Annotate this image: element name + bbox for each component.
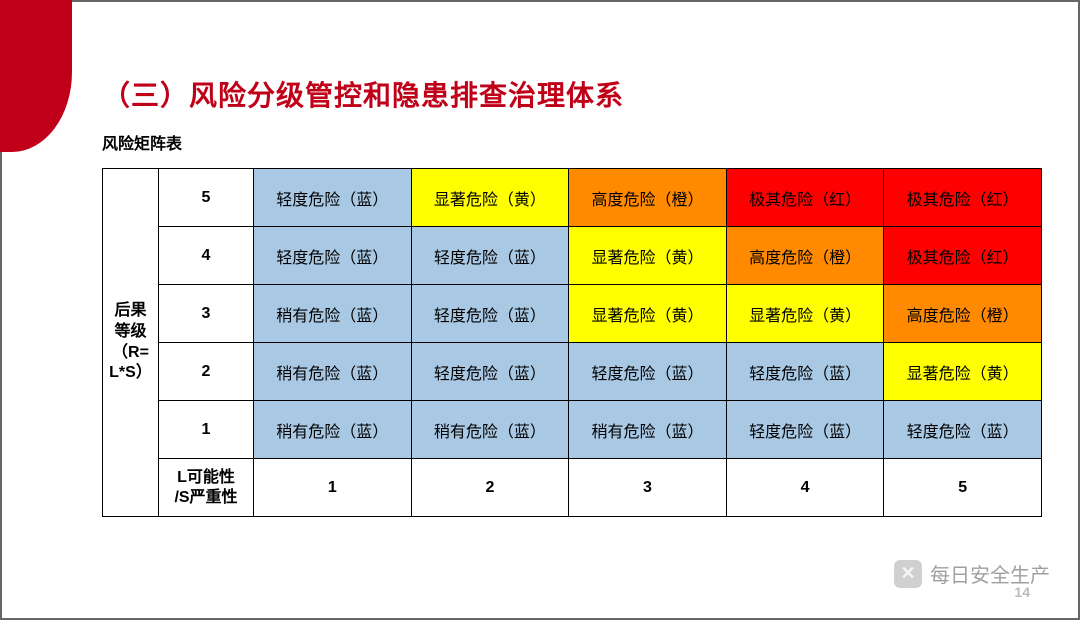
col-label: 1 <box>254 459 412 517</box>
risk-cell-light: 轻度危险（蓝） <box>726 343 884 401</box>
risk-cell-high: 高度危险（橙） <box>569 169 727 227</box>
risk-matrix: 后果等级（R=L*S）5轻度危险（蓝）显著危险（黄）高度危险（橙）极其危险（红）… <box>102 168 1042 517</box>
risk-cell-notable: 显著危险（黄） <box>569 285 727 343</box>
risk-cell-light: 轻度危险（蓝） <box>569 343 727 401</box>
row-label: 1 <box>159 401 254 459</box>
row-label: 3 <box>159 285 254 343</box>
col-label: 3 <box>569 459 727 517</box>
risk-cell-high: 高度危险（橙） <box>884 285 1042 343</box>
risk-cell-slight: 稍有危险（蓝） <box>569 401 727 459</box>
risk-cell-light: 轻度危险（蓝） <box>411 343 569 401</box>
page-title: （三）风险分级管控和隐患排查治理体系 <box>102 74 624 114</box>
subtitle: 风险矩阵表 <box>102 130 182 154</box>
risk-cell-light: 轻度危险（蓝） <box>411 227 569 285</box>
watermark-text: 每日安全生产 <box>930 559 1050 588</box>
page-number: 14 <box>1014 584 1030 600</box>
row-label: 2 <box>159 343 254 401</box>
risk-cell-notable: 显著危险（黄） <box>726 285 884 343</box>
col-label: 2 <box>411 459 569 517</box>
risk-cell-extreme: 极其危险（红） <box>884 169 1042 227</box>
risk-cell-high: 高度危险（橙） <box>726 227 884 285</box>
col-label: 4 <box>726 459 884 517</box>
risk-cell-slight: 稍有危险（蓝） <box>411 401 569 459</box>
risk-cell-light: 轻度危险（蓝） <box>254 227 412 285</box>
slide: （三）风险分级管控和隐患排查治理体系 风险矩阵表 后果等级（R=L*S）5轻度危… <box>0 0 1080 620</box>
row-label: 4 <box>159 227 254 285</box>
corner-accent <box>0 0 72 152</box>
risk-cell-light: 轻度危险（蓝） <box>726 401 884 459</box>
risk-matrix-table: 后果等级（R=L*S）5轻度危险（蓝）显著危险（黄）高度危险（橙）极其危险（红）… <box>102 168 1042 517</box>
risk-cell-light: 轻度危险（蓝） <box>411 285 569 343</box>
risk-cell-light: 轻度危险（蓝） <box>254 169 412 227</box>
risk-cell-extreme: 极其危险（红） <box>884 227 1042 285</box>
wechat-icon: ✕ <box>894 560 922 588</box>
risk-cell-notable: 显著危险（黄） <box>411 169 569 227</box>
risk-cell-notable: 显著危险（黄） <box>884 343 1042 401</box>
risk-cell-slight: 稍有危险（蓝） <box>254 401 412 459</box>
risk-cell-slight: 稍有危险（蓝） <box>254 285 412 343</box>
risk-cell-notable: 显著危险（黄） <box>569 227 727 285</box>
risk-cell-extreme: 极其危险（红） <box>726 169 884 227</box>
row-label: 5 <box>159 169 254 227</box>
row-header: 后果等级（R=L*S） <box>103 169 159 517</box>
axis-label: L可能性/S严重性 <box>159 459 254 517</box>
risk-cell-slight: 稍有危险（蓝） <box>254 343 412 401</box>
risk-cell-light: 轻度危险（蓝） <box>884 401 1042 459</box>
col-label: 5 <box>884 459 1042 517</box>
